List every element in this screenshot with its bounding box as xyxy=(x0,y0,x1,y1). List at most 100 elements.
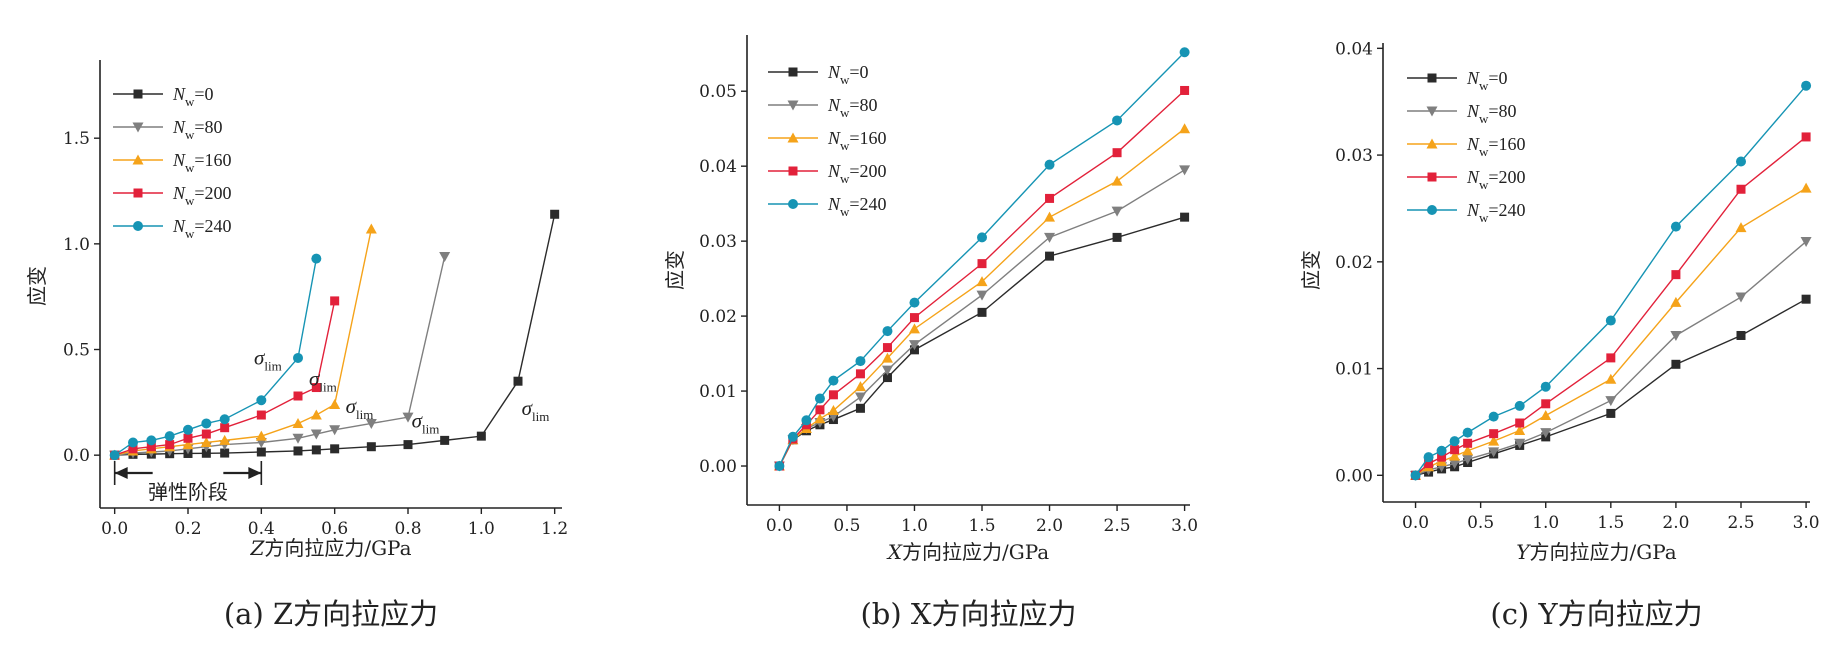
legend-entry: Nw=80 xyxy=(827,95,878,120)
data-point xyxy=(220,448,230,458)
series-line xyxy=(114,256,446,456)
series-line xyxy=(114,214,556,456)
data-point xyxy=(310,409,322,420)
legend-entry: Nw=0 xyxy=(172,84,214,109)
data-point xyxy=(882,343,892,353)
data-point xyxy=(366,442,376,452)
chart-panel-c: 0.0 0.5 1.0 1.5 2.0 2.5 3.0 0.00 0.01 0.02 0.03 0.0… xyxy=(1299,39,1820,631)
legend-entry: Nw=240 xyxy=(172,216,232,241)
x-tick-label: 3.0 xyxy=(1171,516,1198,536)
data-point xyxy=(1606,353,1616,363)
data-point xyxy=(1801,80,1812,91)
data-point xyxy=(292,433,304,444)
data-point xyxy=(1670,296,1682,307)
data-point xyxy=(1179,47,1190,58)
data-point xyxy=(908,340,920,351)
data-point xyxy=(329,425,341,436)
sigma-lim-annotation: σlim xyxy=(309,366,337,394)
data-point xyxy=(1540,428,1552,439)
sigma-lim-annotation: σlim xyxy=(254,345,282,373)
data-point xyxy=(1044,232,1056,243)
legend-entry: Nw=200 xyxy=(1466,167,1526,192)
y-tick-label: 0.03 xyxy=(699,232,737,252)
panel-caption: (c) Y方向拉应力 xyxy=(1490,597,1702,631)
legend-entry: Nw=200 xyxy=(827,161,887,186)
data-point xyxy=(1463,438,1473,448)
data-point xyxy=(1735,292,1747,303)
y-tick-label: 0.01 xyxy=(699,382,737,402)
data-point xyxy=(182,439,194,450)
elastic-arrowhead-right xyxy=(248,467,262,479)
y-tick-label: 0.00 xyxy=(1335,466,1373,486)
data-point xyxy=(220,423,230,433)
data-point xyxy=(403,440,413,450)
legend-entry: Nw=200 xyxy=(172,183,232,208)
data-point xyxy=(977,259,987,269)
data-point xyxy=(1044,211,1056,222)
data-point xyxy=(439,252,451,263)
data-point xyxy=(1488,435,1500,446)
data-point xyxy=(828,375,839,386)
legend-marker xyxy=(1427,205,1437,215)
x-tick-label: 2.0 xyxy=(1662,513,1689,533)
series-line xyxy=(778,216,1185,467)
legend-marker xyxy=(1427,73,1437,83)
data-point xyxy=(201,418,212,429)
elastic-stage-label: 弹性阶段 xyxy=(148,480,228,504)
data-point xyxy=(219,434,231,445)
x-tick-label: 1.5 xyxy=(1597,513,1624,533)
x-tick-label: 0.6 xyxy=(321,519,348,539)
x-tick-label: 0.5 xyxy=(1467,513,1494,533)
data-point xyxy=(256,410,266,420)
y-axis-label: 应变 xyxy=(1299,250,1323,290)
data-point xyxy=(128,437,138,448)
y-tick-label: 0.02 xyxy=(1335,253,1373,273)
y-tick-label: 1.5 xyxy=(63,129,90,149)
legend-marker xyxy=(788,67,798,77)
panel-caption: (b) X方向拉应力 xyxy=(860,597,1076,631)
data-point xyxy=(1449,459,1461,470)
data-point xyxy=(146,442,156,452)
x-tick-label: 1.0 xyxy=(468,519,495,539)
data-point xyxy=(1541,399,1551,409)
x-tick-label: 0.0 xyxy=(101,519,128,539)
data-point xyxy=(1735,222,1747,233)
data-point xyxy=(854,381,866,392)
data-point xyxy=(909,297,920,308)
data-point xyxy=(1449,450,1461,461)
data-point xyxy=(293,391,303,401)
x-tick-label: 1.0 xyxy=(901,516,928,536)
data-point xyxy=(201,429,211,439)
data-point xyxy=(1044,159,1055,170)
legend-entry: Nw=0 xyxy=(827,62,869,87)
data-point xyxy=(1606,408,1616,418)
legend-entry: Nw=240 xyxy=(1466,200,1526,225)
legend-entry: Nw=160 xyxy=(827,128,887,153)
data-point xyxy=(1605,396,1617,407)
legend-marker xyxy=(1427,172,1437,182)
data-point xyxy=(201,448,211,458)
data-point xyxy=(1801,132,1811,142)
data-point xyxy=(801,415,812,426)
x-tick-label: 0.2 xyxy=(174,519,201,539)
legend-entry: Nw=0 xyxy=(1466,68,1508,93)
data-point xyxy=(1605,373,1617,384)
legend-entry: Nw=80 xyxy=(1466,101,1517,126)
data-point xyxy=(814,393,825,404)
sigma-lim-annotation: σlim xyxy=(522,396,550,424)
x-tick-label: 1.5 xyxy=(968,516,995,536)
data-point xyxy=(1045,193,1055,203)
x-tick-label: 0.0 xyxy=(766,516,793,536)
data-point xyxy=(200,436,212,447)
data-point xyxy=(977,307,987,317)
y-tick-label: 0.0 xyxy=(63,446,90,466)
data-point xyxy=(1437,452,1447,462)
data-point xyxy=(330,444,340,454)
data-point xyxy=(855,369,865,379)
data-point xyxy=(311,253,322,264)
data-point xyxy=(1112,148,1122,158)
legend-marker xyxy=(788,199,798,209)
data-point xyxy=(1801,294,1811,304)
data-point xyxy=(1489,429,1499,439)
